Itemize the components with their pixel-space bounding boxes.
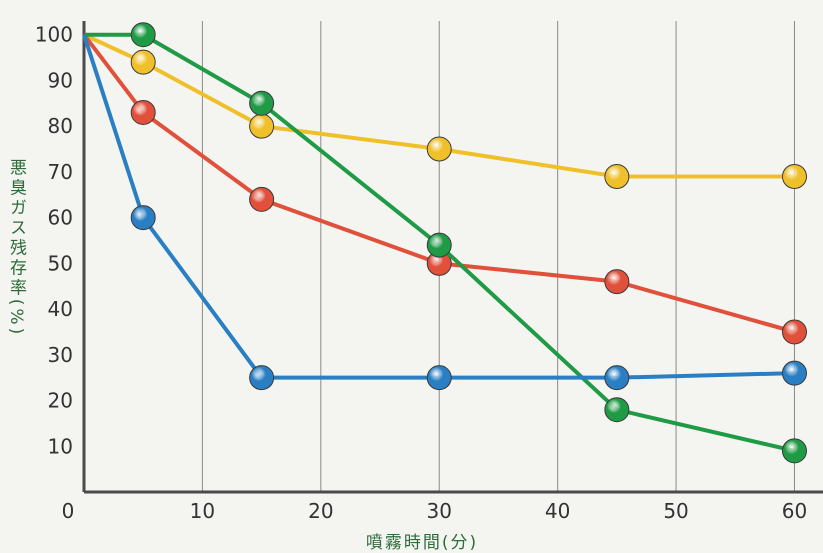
- y-axis-title: 悪臭ガス残存率(%): [6, 159, 27, 337]
- y-tick-label-70: 70: [48, 160, 73, 184]
- y-tick-label-10: 10: [48, 434, 73, 458]
- series-0-point-5: [781, 163, 807, 189]
- y-tick-label-50: 50: [48, 251, 73, 275]
- series-line-3: [82, 34, 795, 380]
- y-tick-label-60: 60: [48, 206, 73, 230]
- x-tick-label-50: 50: [663, 499, 688, 523]
- series-2-point-3: [426, 232, 452, 258]
- x-tick-labels: 0 10 20 30 40 50 60: [62, 499, 808, 523]
- series-3-point-3: [426, 365, 452, 391]
- y-tick-label-20: 20: [48, 389, 73, 413]
- y-tick-label-30: 30: [48, 343, 73, 367]
- series-2: [84, 22, 807, 464]
- series-3: [82, 34, 807, 391]
- x-tick-label-0: 0: [62, 499, 75, 523]
- series-3-point-4: [604, 365, 630, 391]
- y-tick-label-90: 90: [48, 68, 73, 92]
- series-0-point-1: [130, 49, 156, 75]
- series-1-point-2: [249, 186, 275, 212]
- series-1: [82, 33, 807, 345]
- x-tick-label-20: 20: [308, 499, 333, 523]
- series-3-point-1: [130, 205, 156, 231]
- series-0-point-2: [249, 113, 275, 139]
- series-line-1: [82, 33, 796, 334]
- x-tick-label-30: 30: [427, 499, 452, 523]
- x-tick-label-10: 10: [190, 499, 215, 523]
- series-1-point-1: [130, 99, 156, 125]
- axes: [82, 21, 823, 494]
- series-2-point-2: [249, 90, 275, 116]
- series-3-point-2: [249, 365, 275, 391]
- series-2-point-5: [781, 438, 807, 464]
- x-tick-label-40: 40: [545, 499, 570, 523]
- series-2-point-4: [604, 397, 630, 423]
- series-0-point-3: [426, 136, 452, 162]
- series-1-point-5: [781, 319, 807, 345]
- series: [82, 22, 807, 464]
- series-0-point-4: [604, 163, 630, 189]
- y-tick-labels: 10 20 30 40 50 60 70 80 90 100: [35, 23, 73, 459]
- series-0: [83, 32, 807, 189]
- series-3-point-5: [781, 360, 807, 386]
- x-axis-title: 噴霧時間(分): [366, 533, 478, 553]
- x-tick-label-60: 60: [782, 499, 807, 523]
- y-tick-label-80: 80: [48, 114, 73, 138]
- series-1-point-4: [604, 269, 630, 295]
- grid: [201, 21, 795, 492]
- y-tick-label-100: 100: [35, 23, 73, 47]
- series-2-point-1: [130, 22, 156, 48]
- y-tick-label-40: 40: [48, 297, 73, 321]
